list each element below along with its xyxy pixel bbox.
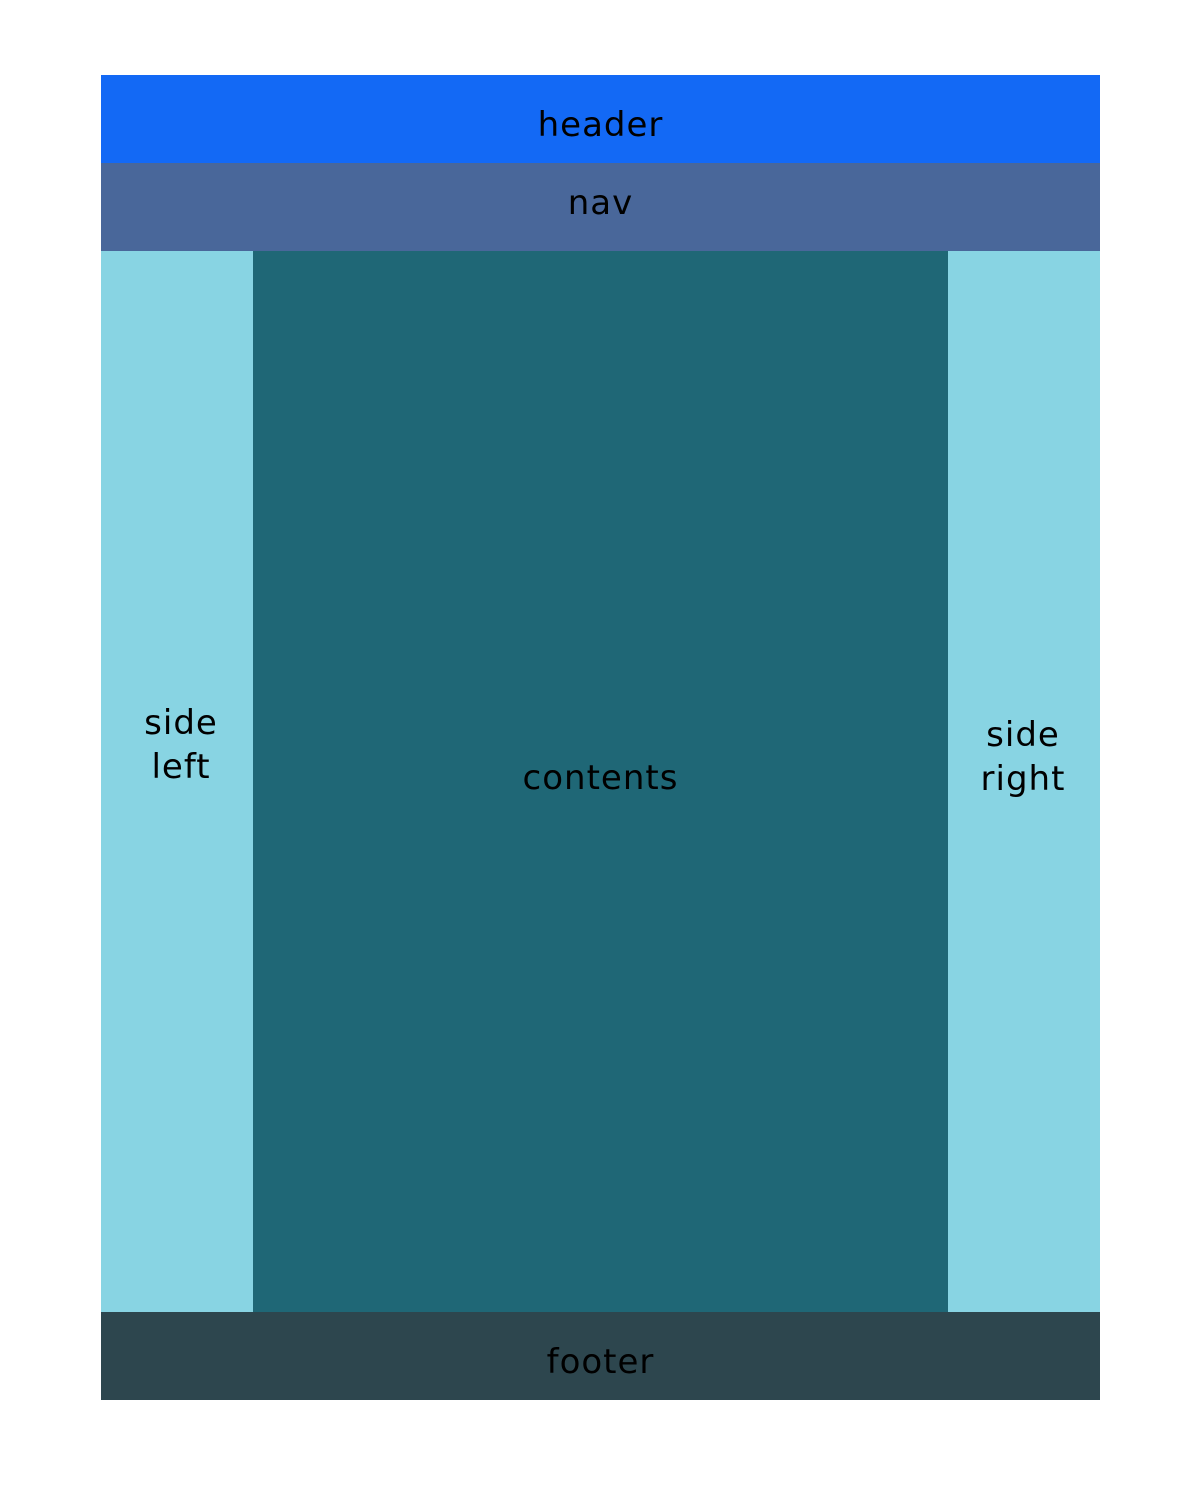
footer-region: footer: [101, 1312, 1100, 1400]
contents-label: contents: [522, 757, 679, 798]
side-left-label: side left: [144, 702, 218, 787]
nav-label: nav: [567, 183, 634, 223]
side-left-region: side left: [101, 251, 253, 1312]
layout-diagram: header nav side left contents side right…: [101, 75, 1100, 1400]
nav-region: nav: [101, 163, 1100, 251]
contents-region: contents: [253, 251, 948, 1312]
side-right-region: side right: [948, 251, 1100, 1312]
side-right-label: side right: [980, 714, 1066, 799]
header-region: header: [101, 75, 1100, 163]
header-label: header: [537, 105, 664, 145]
footer-label: footer: [546, 1342, 655, 1382]
